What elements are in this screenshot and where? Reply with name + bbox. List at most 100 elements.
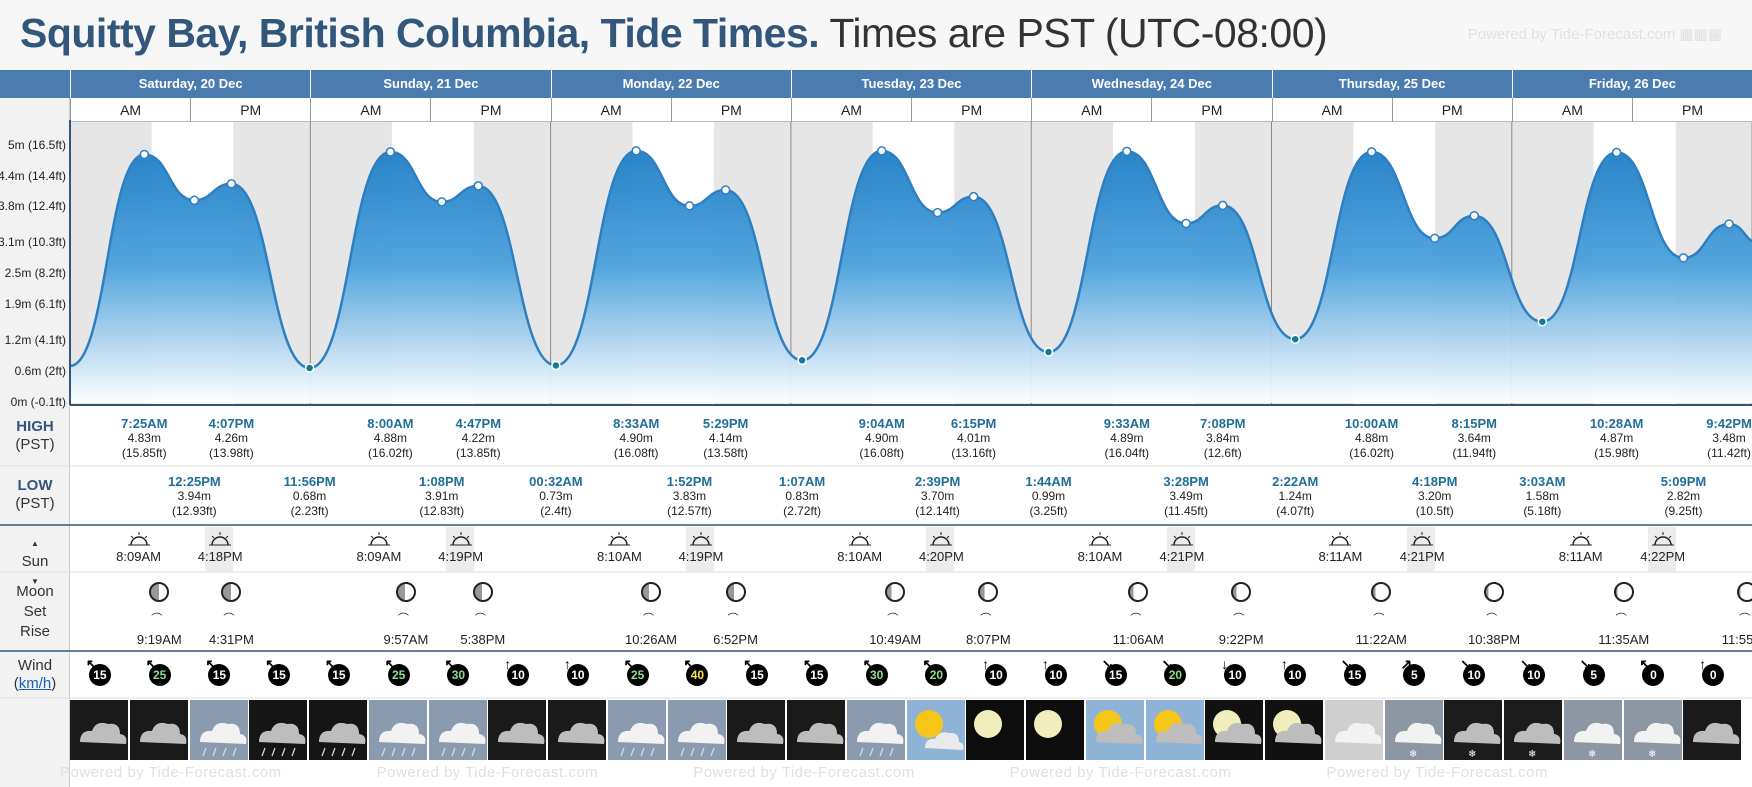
sunset-cell: 4:19PM <box>431 531 491 564</box>
location-title: Squitty Bay, British Columbia, Tide Time… <box>20 10 820 56</box>
high-tide-cell: 8:33AM 4.90m (16.08ft) <box>613 416 660 460</box>
low-tide-marker[interactable] <box>1181 218 1191 229</box>
low-tide-marker[interactable] <box>437 197 447 207</box>
weather-rain-day-icon <box>189 700 248 760</box>
high-tide-marker[interactable] <box>1366 147 1377 157</box>
low-tide-marker[interactable] <box>1290 334 1300 344</box>
low-tide-marker[interactable] <box>551 360 561 371</box>
weather-cloud-night-icon <box>1683 700 1742 760</box>
wind-speed: 5 <box>1403 664 1426 686</box>
high-tide-marker[interactable] <box>720 185 731 195</box>
high-tide-cell: 9:42PM 3.48m (11.42ft) <box>1706 416 1752 460</box>
high-tide-marker[interactable] <box>226 179 237 189</box>
day-header: Tuesday, 23 Dec <box>790 70 1031 98</box>
high-tide-marker[interactable] <box>968 191 979 202</box>
low-tide-marker[interactable] <box>1429 233 1440 244</box>
wind-direction-icon: ↖ <box>444 656 457 672</box>
wind-unit-link[interactable]: km/h <box>18 675 52 692</box>
high-tide-marker[interactable] <box>1611 147 1622 158</box>
wind-speed: 10 <box>1224 664 1247 686</box>
moon-set-arc-icon: ⌒ <box>1373 613 1385 625</box>
low-tide-cell: 3:03AM 1.58m (5.18ft) <box>1519 474 1566 518</box>
wind-speed: 25 <box>387 664 410 686</box>
ampm-label: PM <box>190 98 310 122</box>
wind-speed: 15 <box>327 664 350 686</box>
wind-speed: 25 <box>148 664 171 686</box>
high-tide-marker[interactable] <box>385 147 396 157</box>
high-tide-marker[interactable] <box>1122 146 1132 157</box>
high-row-label: HIGH (PST) <box>15 418 55 453</box>
weather-cloud-night-icon <box>548 700 606 760</box>
moon-phase-icon <box>641 582 662 602</box>
wind-direction-icon: ↑ <box>504 656 512 672</box>
header: Squitty Bay, British Columbia, Tide Time… <box>0 0 1752 70</box>
high-tide-marker[interactable] <box>139 149 150 160</box>
low-tide-marker[interactable] <box>932 207 943 218</box>
ampm-label: AM <box>1511 98 1632 122</box>
moon-phase-icon <box>1371 582 1392 602</box>
powered-by-text[interactable]: Powered by Tide-Forecast.com <box>1326 764 1548 781</box>
wind-speed: 10 <box>985 664 1008 686</box>
moon-rise-time: 10:38PM <box>1468 632 1521 647</box>
powered-by-text[interactable]: Powered by Tide-Forecast.com <box>693 764 915 781</box>
moon-set-arc-icon: ⌒ <box>887 613 899 625</box>
high-tide-marker[interactable] <box>1217 200 1228 211</box>
powered-by-top[interactable]: Powered by Tide-Forecast.com ▦▦▦ <box>1467 26 1722 43</box>
y-tick-label: 3.1m (10.3ft) <box>0 235 66 250</box>
weather-snow-day-icon: ❄ <box>1623 700 1682 760</box>
weather-sun-cloud-day-icon <box>1145 700 1204 760</box>
wind-speed: 5 <box>1582 664 1605 686</box>
powered-by-text[interactable]: Powered by Tide-Forecast.com <box>60 764 282 781</box>
wind-speed: 15 <box>208 664 231 686</box>
moon-rise-arc-icon: ⌒ <box>223 613 235 625</box>
svg-text:❄: ❄ <box>1468 749 1476 760</box>
low-tide-marker[interactable] <box>304 363 315 373</box>
low-tide-marker[interactable] <box>797 355 807 366</box>
wind-speed: 15 <box>1343 664 1366 686</box>
moon-phase-icon <box>1613 582 1634 602</box>
y-tick-label: 0m (-0.1ft) <box>10 395 66 409</box>
ampm-label: PM <box>911 98 1031 122</box>
high-tide-marker[interactable] <box>1724 219 1734 229</box>
sunset-icon <box>1651 532 1674 546</box>
sunrise-cell: 8:11AM <box>1551 531 1611 564</box>
low-tide-marker[interactable] <box>1043 347 1054 357</box>
sun-row-label[interactable]: ▲ Sun ▼ <box>21 539 49 586</box>
low-tide-marker[interactable] <box>1537 316 1548 327</box>
low-tide-cell: 1:52PM 3.83m (12.57ft) <box>666 474 713 518</box>
weather-rain-night-icon <box>249 700 308 760</box>
moon-phase-icon <box>1484 582 1505 602</box>
moon-phase-icon <box>395 582 416 602</box>
high-tide-marker[interactable] <box>473 181 484 191</box>
wind-speed: 0 <box>1642 664 1665 686</box>
wind-direction-icon: ↖ <box>205 656 218 672</box>
high-tide-marker[interactable] <box>1469 210 1480 221</box>
wind-direction-icon: ↑ <box>1699 656 1707 672</box>
wind-direction-icon: ↖ <box>743 656 755 672</box>
moon-rise-arc-icon: ⌒ <box>980 613 992 625</box>
wind-speed: 10 <box>1283 664 1306 686</box>
powered-by-bottom[interactable]: Powered by Tide-Forecast.com Powered by T… <box>60 764 1643 781</box>
high-tide-cell: 4:07PM 4.26m (13.98ft) <box>208 416 255 460</box>
weather-moon-clear-icon <box>1026 700 1085 760</box>
sunrise-icon <box>848 532 871 546</box>
low-tide-cell: 1:07AM 0.83m (2.72ft) <box>778 474 826 518</box>
powered-by-text[interactable]: Powered by Tide-Forecast.com <box>1009 764 1232 781</box>
low-tide-cell: 1:44AM 0.99m (3.25ft) <box>1025 474 1072 518</box>
wind-direction-icon: ↖ <box>922 656 935 672</box>
high-tide-marker[interactable] <box>631 146 641 156</box>
low-tide-marker[interactable] <box>684 201 695 211</box>
high-tide-cell: 8:00AM 4.88m (16.02ft) <box>367 416 414 460</box>
high-tide-marker[interactable] <box>876 146 887 156</box>
low-tide-marker[interactable] <box>1678 253 1689 263</box>
powered-by-text[interactable]: Powered by Tide-Forecast.com <box>376 764 599 781</box>
sunset-icon <box>1170 532 1193 546</box>
moon-set-time: 9:57AM <box>383 632 429 647</box>
day-header: Saturday, 20 Dec <box>70 70 310 98</box>
sunrise-icon <box>367 532 390 546</box>
ampm-label: PM <box>1151 98 1271 122</box>
wind-direction-icon: ↘ <box>1519 656 1532 672</box>
low-tide-marker[interactable] <box>189 195 200 206</box>
day-header: Friday, 26 Dec <box>1511 70 1752 98</box>
